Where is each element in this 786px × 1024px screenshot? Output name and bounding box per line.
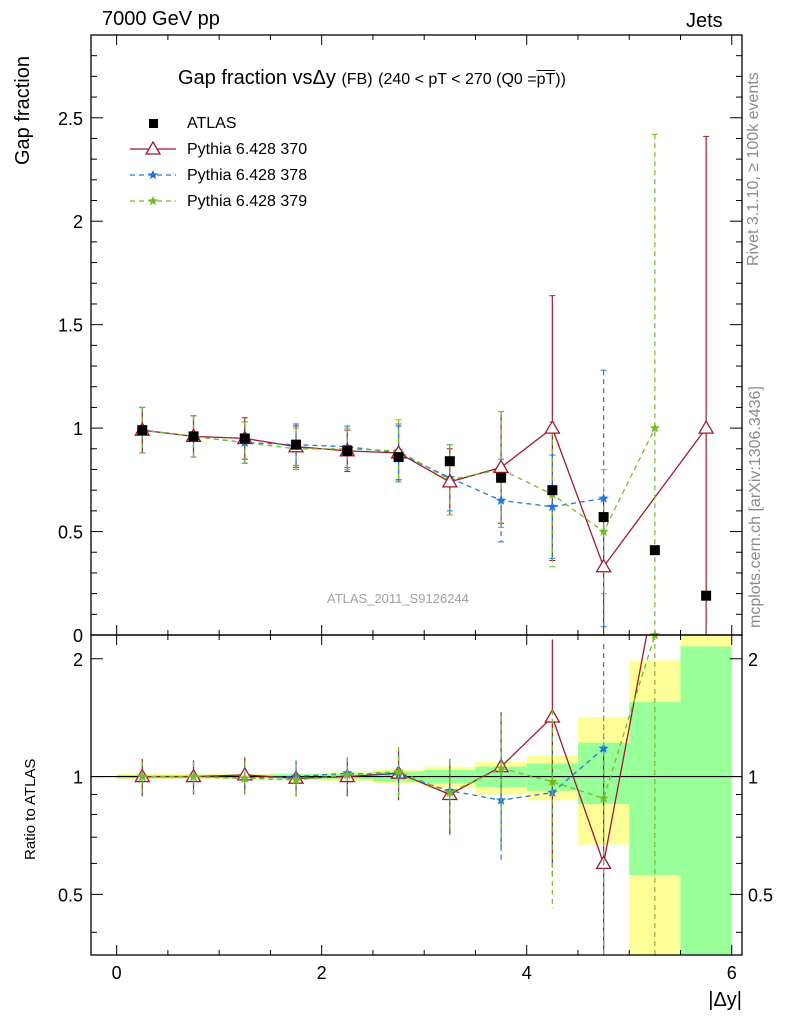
marker-star: [598, 742, 609, 753]
y-tick-label: 1: [73, 419, 83, 439]
series-line: [142, 429, 604, 508]
marker-star: [649, 422, 661, 433]
legend-label-379: Pythia 6.428 379: [187, 193, 308, 210]
marker-atlas: [598, 512, 609, 523]
marker-atlas: [342, 445, 353, 456]
title-overline: pT: [536, 71, 556, 88]
marker-atlas: [701, 590, 712, 601]
legend-label-378: Pythia 6.428 378: [187, 167, 308, 184]
ratio-y-tick-label-right: 0.5: [748, 885, 773, 905]
axes: 0 2 4 6 |Δy| 0 0.5 1 1.5 2 2.5 0.5 0.5 1 1 2 2: [58, 34, 773, 1011]
band-inner: [680, 646, 732, 955]
marker-star: [598, 526, 609, 536]
legend-marker-379: [148, 196, 158, 206]
marker-atlas: [649, 545, 660, 556]
marker-atlas: [496, 472, 507, 483]
marker-atlas: [547, 485, 558, 496]
watermark: ATLAS_2011_S9126244: [327, 591, 469, 606]
lower-frame: [90, 634, 743, 956]
marker-star: [547, 776, 558, 787]
marker-star: [598, 792, 609, 803]
marker-triangle: [441, 473, 458, 488]
ratio-y-tick-label: 0.5: [58, 885, 83, 905]
x-axis-label: |Δy|: [708, 989, 742, 1011]
marker-triangle: [492, 459, 510, 474]
marker-star: [598, 492, 609, 503]
marker-atlas: [291, 439, 302, 450]
marker-atlas: [393, 452, 404, 463]
title-tag: (FB): [341, 71, 373, 88]
marker-star: [239, 772, 250, 783]
legend-marker-378: [148, 170, 158, 180]
chart-title: Gap fraction vsΔy (FB) (240 < pT < 270 (…: [178, 67, 566, 90]
header-right: Jets: [686, 10, 723, 32]
marker-star: [393, 766, 404, 776]
header-left: 7000 GeV pp: [102, 8, 220, 30]
ratio-series-line: [142, 715, 605, 864]
title-close: )): [555, 71, 566, 88]
y-tick-label: 2.5: [58, 109, 83, 129]
x-tick-label: 6: [727, 963, 737, 983]
title-cut: (240 < pT < 270 (Q0 =: [378, 71, 537, 88]
x-tick-label: 2: [317, 963, 327, 983]
y-tick-label: 2: [73, 212, 83, 232]
marker-star: [137, 771, 148, 781]
marker-star: [444, 787, 455, 797]
marker-star: [342, 769, 353, 780]
marker-star: [547, 501, 558, 512]
marker-star: [495, 762, 507, 773]
ratio-offscale-line: [602, 634, 648, 864]
marker-triangle: [697, 419, 715, 434]
legend-label-atlas: ATLAS: [187, 115, 237, 132]
marker-triangle: [544, 419, 561, 434]
title-main: Gap fraction vsΔy: [178, 67, 336, 89]
marker-triangle: [595, 558, 612, 573]
marker-atlas: [444, 456, 455, 467]
ratio-y-tick-label-right: 1: [748, 768, 758, 788]
series-line: [142, 427, 707, 569]
legend-markers: [130, 119, 176, 206]
marker-star: [290, 774, 302, 785]
ratio-y-tick-label-right: 2: [748, 650, 758, 670]
marker-atlas: [239, 433, 250, 444]
upper-frame: [90, 34, 743, 636]
legend-marker-370: [144, 140, 162, 155]
lower-series: [134, 629, 661, 955]
marker-atlas: [137, 425, 148, 436]
legend-label-370: Pythia 6.428 370: [187, 141, 308, 158]
ratio-y-tick-label: 1: [73, 768, 83, 788]
ratio-bands: [91, 635, 742, 955]
ratio-y-tick-label: 2: [73, 650, 83, 670]
marker-star: [188, 771, 199, 781]
y-tick-label: 1.5: [58, 316, 83, 336]
x-tick-label: 4: [522, 963, 532, 983]
upper-series: [134, 133, 715, 635]
marker-atlas: [188, 431, 199, 442]
legend-box: ATLAS Pythia 6.428 370 Pythia 6.428 378 …: [130, 115, 330, 219]
y-tick-label: 0.5: [58, 523, 83, 543]
x-tick-label: 0: [112, 963, 122, 983]
marker-star: [495, 495, 507, 505]
legend-marker-atlas: [149, 119, 158, 128]
y-tick-label: 0: [73, 626, 83, 646]
